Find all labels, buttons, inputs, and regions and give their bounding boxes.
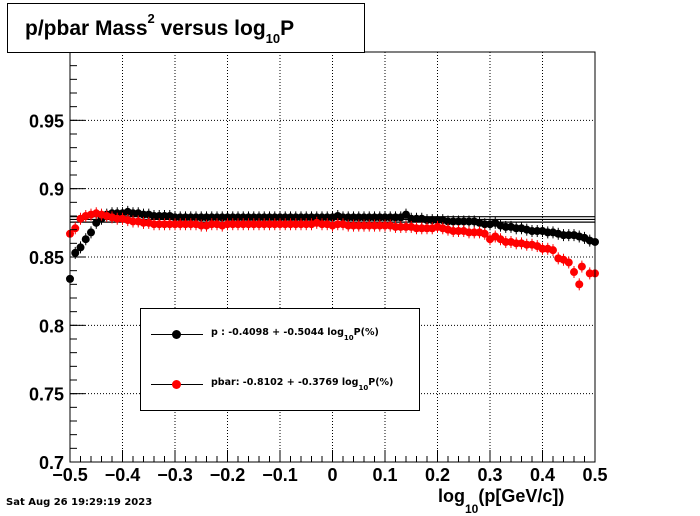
x-tick-label: −0.2	[210, 465, 246, 485]
y-tick-label: 0.95	[29, 111, 64, 131]
title-sup: 2	[147, 11, 155, 26]
y-tick-label: 0.75	[29, 385, 64, 405]
legend-p-post: P(%)	[353, 327, 379, 338]
x-tick-label: −0.5	[52, 465, 88, 485]
point-p	[71, 248, 80, 257]
legend-p-formula: p : -0.4098 + -0.5044 log	[211, 327, 344, 338]
legend-pbar-sub: 10	[358, 383, 369, 392]
legend-p-sub: 10	[343, 333, 354, 342]
x-tick-label: −0.3	[157, 465, 193, 485]
x-tick-label: 0.2	[425, 465, 450, 485]
xlabel-post: (p[GeV/c])	[478, 486, 565, 506]
x-tick-label: 0	[327, 465, 337, 485]
xlabel-pre: log	[438, 486, 465, 506]
point-p	[76, 243, 85, 252]
point-pbar	[575, 280, 584, 289]
title-main: p/pbar Mass	[25, 17, 148, 40]
y-tick-label: 0.9	[39, 180, 64, 200]
y-tick-label: 0.8	[39, 316, 64, 336]
legend-text-p: p : -0.4098 + -0.5044 log10P(%)	[211, 327, 379, 342]
x-axis-label: log10(p[GeV/c])	[438, 486, 565, 516]
data-points	[66, 205, 599, 291]
x-tick-label: 0.1	[372, 465, 397, 485]
legend-pbar-formula: pbar: -0.8102 + -0.3769 log	[211, 377, 359, 388]
point-pbar	[71, 224, 80, 233]
timestamp: Sat Aug 26 19:29:19 2023	[6, 497, 153, 508]
point-pbar	[564, 258, 573, 267]
point-p	[87, 228, 95, 237]
title-mid: versus log	[154, 17, 266, 40]
x-tick-label: 0.4	[530, 465, 555, 485]
x-tick-label: −0.1	[262, 465, 298, 485]
legend-entry-p: p : -0.4098 + -0.5044 log10P(%)	[141, 325, 419, 345]
title-sub: 10	[265, 31, 281, 47]
legend-marker-pbar	[172, 380, 181, 389]
legend: p : -0.4098 + -0.5044 log10P(%) pbar: -0…	[140, 308, 420, 411]
y-tick-label: 0.7	[39, 453, 64, 473]
axis-ticks: −0.5 −0.4 −0.3 −0.2 −0.1 0 0.1 0.2 0.3 0.4 0.5 0.7 0…	[29, 51, 608, 485]
legend-entry-pbar: pbar: -0.8102 + -0.3769 log10P(%)	[141, 375, 419, 395]
x-tick-label: 0.3	[477, 465, 502, 485]
point-pbar	[570, 268, 578, 277]
chart-title: p/pbar Mass2 versus log10P	[7, 3, 365, 53]
legend-pbar-post: P(%)	[368, 377, 394, 388]
point-pbar	[480, 229, 489, 238]
point-pbar	[577, 262, 586, 271]
legend-text-pbar: pbar: -0.8102 + -0.3769 log10P(%)	[211, 377, 394, 392]
x-tick-label: −0.4	[105, 465, 141, 485]
x-tick-label: 0.5	[582, 465, 607, 485]
xlabel-sub: 10	[465, 501, 479, 516]
legend-marker-p	[172, 330, 181, 339]
title-end: P	[280, 17, 295, 40]
y-tick-label: 0.85	[29, 248, 64, 268]
point-p	[81, 235, 90, 244]
point-pbar	[549, 246, 557, 255]
